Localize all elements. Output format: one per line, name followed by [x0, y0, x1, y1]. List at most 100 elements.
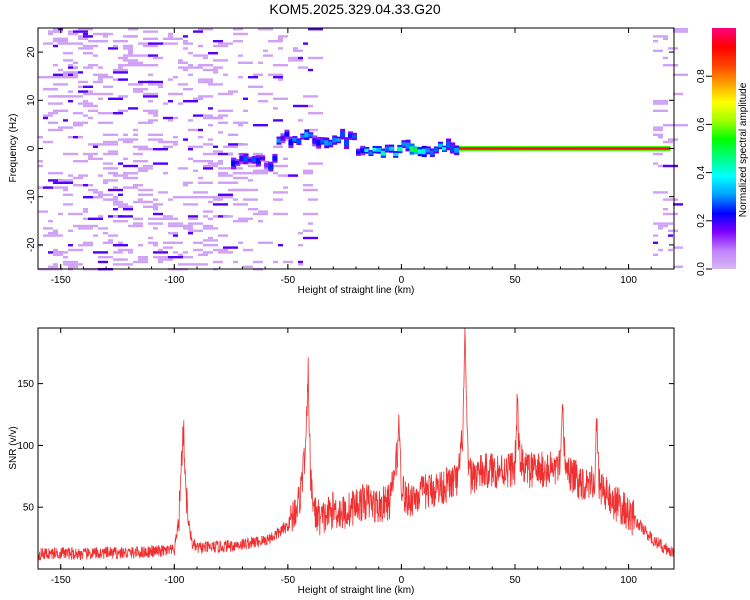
heatmap-cell [263, 49, 268, 52]
heatmap-cell [133, 217, 143, 220]
heatmap-cell [203, 143, 213, 146]
heatmap-cell [188, 229, 203, 232]
heatmap-cell [128, 83, 143, 86]
heatmap-cell [163, 145, 173, 148]
heatmap-cell [168, 32, 173, 36]
heatmap-cell [273, 107, 278, 110]
heatmap-feature-core [320, 139, 326, 143]
spectrogram-x-label: Height of straight line (km) [298, 285, 415, 296]
heatmap-cell [73, 124, 83, 127]
heatmap-cell [218, 251, 233, 254]
heatmap-cell [143, 200, 148, 204]
heatmap-feature-core [239, 155, 245, 162]
heatmap-feature-core [429, 150, 435, 155]
heatmap-cell [113, 203, 128, 206]
heatmap-cell [68, 212, 83, 216]
heatmap-cell [53, 37, 68, 40]
heatmap-cell [123, 157, 128, 160]
heatmap-cell [168, 222, 183, 225]
heatmap-cell [228, 181, 238, 184]
heatmap-cell [43, 140, 53, 144]
heatmap-feature-core [376, 147, 382, 152]
heatmap-cell [203, 167, 213, 170]
heatmap-cell [183, 184, 188, 187]
heatmap-cell [243, 109, 248, 112]
heatmap-cell [243, 198, 258, 201]
heatmap-cell [303, 169, 313, 172]
heatmap-cell [148, 217, 163, 220]
heatmap-cell [38, 164, 43, 168]
heatmap-cell [153, 244, 158, 247]
heatmap-cell [83, 210, 88, 213]
heatmap-cell [218, 92, 233, 96]
heatmap-cell [233, 176, 248, 180]
heatmap-cell [113, 208, 118, 211]
heatmap-cell [668, 47, 678, 50]
heatmap-cell [78, 112, 83, 115]
heatmap-cell [178, 102, 183, 105]
heatmap-feature-core [474, 147, 480, 150]
heatmap-cell [218, 193, 233, 196]
heatmap-cell [238, 54, 243, 57]
heatmap-feature-core [470, 147, 476, 150]
heatmap-feature-core [304, 132, 310, 138]
heatmap-cell [273, 212, 278, 216]
heatmap-cell [133, 88, 148, 91]
heatmap-feature-core [621, 147, 627, 150]
heatmap-cell [73, 66, 78, 69]
heatmap-feature-core [264, 163, 270, 168]
heatmap-cell [283, 138, 288, 141]
heatmap-cell [138, 54, 143, 57]
heatmap-cell [303, 188, 318, 192]
heatmap-cell [178, 61, 188, 64]
heatmap-feature-core [417, 149, 423, 154]
heatmap-cell [78, 184, 83, 187]
heatmap-cell [38, 210, 48, 213]
heatmap-cell [203, 210, 213, 213]
heatmap-cell [238, 203, 243, 206]
heatmap-feature-core [312, 138, 318, 144]
heatmap-cell [168, 258, 173, 261]
heatmap-cell [138, 80, 153, 84]
heatmap-cell [253, 212, 268, 216]
heatmap-cell [88, 64, 98, 67]
heatmap-cell [148, 200, 153, 204]
heatmap-cell [273, 76, 283, 79]
heatmap-cell [228, 143, 243, 146]
heatmap-cell [63, 256, 68, 259]
snr-x-tick-label: 0 [399, 575, 405, 586]
spectrogram-x-tick-label: 100 [620, 275, 637, 286]
heatmap-cell [263, 54, 273, 57]
heatmap-cell [148, 236, 153, 240]
heatmap-cell [133, 90, 143, 93]
heatmap-cell [48, 88, 58, 91]
heatmap-feature-core [573, 147, 579, 150]
heatmap-cell [188, 52, 193, 55]
heatmap-cell [53, 44, 58, 48]
heatmap-cell [63, 152, 78, 156]
heatmap-cell [233, 121, 248, 124]
heatmap-cell [48, 265, 58, 268]
heatmap-cell [253, 260, 263, 264]
heatmap-cell [153, 162, 168, 165]
heatmap-cell [93, 251, 108, 254]
heatmap-cell [138, 193, 153, 196]
heatmap-feature-core [348, 133, 354, 138]
snr-series-line [37, 327, 675, 561]
heatmap-cell [108, 167, 113, 170]
heatmap-cell [283, 157, 288, 160]
heatmap-cell [298, 119, 303, 122]
heatmap-cell [203, 64, 213, 67]
heatmap-cell [173, 234, 178, 237]
snr-x-label: Height of straight line (km) [298, 585, 415, 596]
heatmap-cell [98, 196, 103, 199]
heatmap-cell [663, 164, 678, 168]
heatmap-cell [68, 265, 78, 268]
heatmap-cell [113, 263, 128, 266]
figure-title: KOM5.2025.329.04.33.G20 [269, 1, 440, 17]
colorbar-tick-label: 0.6 [696, 117, 707, 131]
heatmap-cell [83, 184, 88, 187]
heatmap-cell [133, 64, 148, 67]
heatmap-feature-core [514, 147, 519, 150]
heatmap-cell [188, 232, 193, 235]
